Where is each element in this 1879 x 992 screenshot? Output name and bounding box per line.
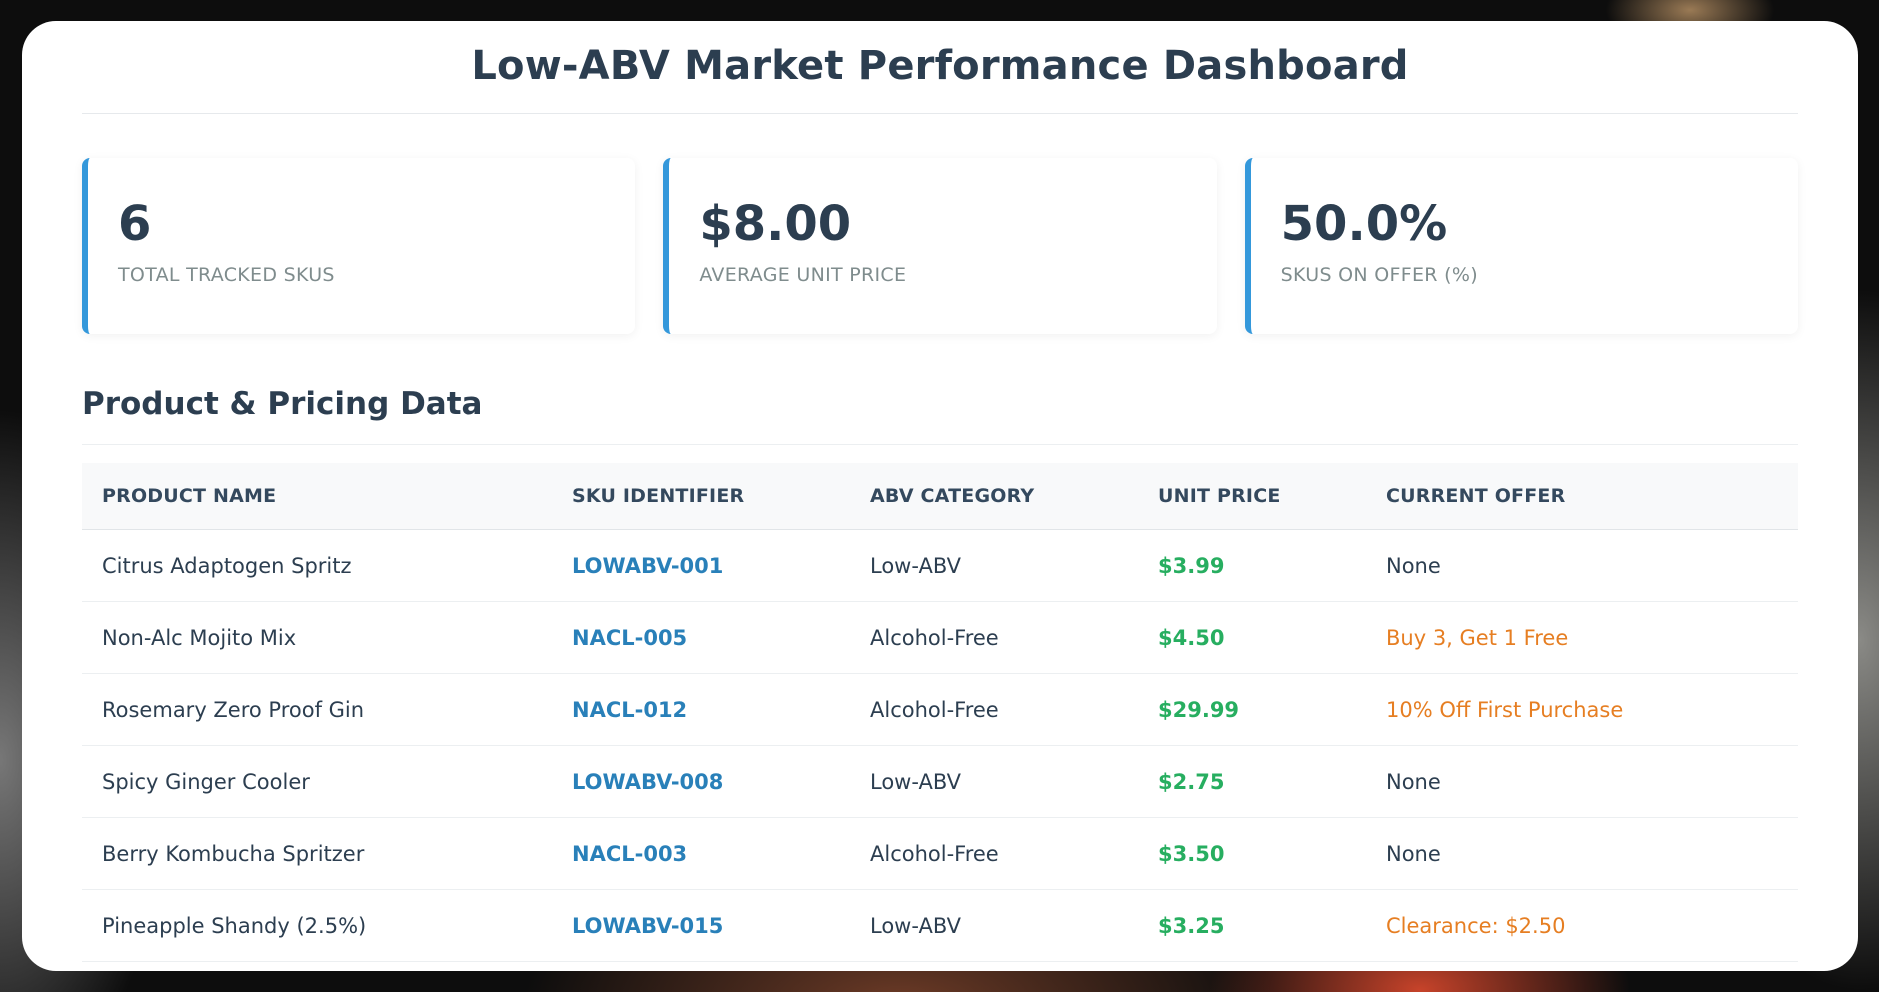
product-pricing-table: PRODUCT NAME SKU IDENTIFIER ABV CATEGORY…: [82, 463, 1798, 962]
column-header-unit-price[interactable]: UNIT PRICE: [1138, 463, 1366, 530]
stat-label: TOTAL TRACKED SKUS: [118, 264, 335, 286]
cell-current-offer: Clearance: $2.50: [1366, 889, 1798, 962]
cell-unit-price: $29.99: [1138, 673, 1366, 746]
cell-current-offer: None: [1366, 745, 1798, 818]
stat-card-total-skus: 6 TOTAL TRACKED SKUS: [82, 158, 636, 334]
cell-product-name: Berry Kombucha Spritzer: [82, 817, 552, 890]
cell-abv-category: Alcohol-Free: [850, 673, 1138, 746]
stat-card-skus-on-offer: 50.0% SKUS ON OFFER (%): [1244, 158, 1798, 334]
cell-product-name: Rosemary Zero Proof Gin: [82, 673, 552, 746]
cell-sku[interactable]: NACL-003: [552, 817, 850, 890]
cell-sku[interactable]: NACL-012: [552, 673, 850, 746]
cell-product-name: Non-Alc Mojito Mix: [82, 601, 552, 674]
section-title: Product & Pricing Data: [82, 386, 483, 422]
stat-label: AVERAGE UNIT PRICE: [699, 264, 907, 286]
cell-current-offer: Buy 3, Get 1 Free: [1366, 601, 1798, 674]
title-divider: [82, 113, 1798, 114]
table-row[interactable]: Pineapple Shandy (2.5%) LOWABV-015 Low-A…: [82, 889, 1798, 962]
column-header-sku[interactable]: SKU IDENTIFIER: [552, 463, 850, 530]
stat-label: SKUS ON OFFER (%): [1280, 264, 1478, 286]
cell-sku[interactable]: LOWABV-001: [552, 529, 850, 602]
column-header-product-name[interactable]: PRODUCT NAME: [82, 463, 552, 530]
cell-unit-price: $3.25: [1138, 889, 1366, 962]
cell-sku[interactable]: LOWABV-015: [552, 889, 850, 962]
cell-current-offer: None: [1366, 529, 1798, 602]
cell-current-offer: None: [1366, 817, 1798, 890]
column-header-abv-category[interactable]: ABV CATEGORY: [850, 463, 1138, 530]
table-row[interactable]: Spicy Ginger Cooler LOWABV-008 Low-ABV $…: [82, 745, 1798, 818]
table-row[interactable]: Citrus Adaptogen Spritz LOWABV-001 Low-A…: [82, 529, 1798, 602]
cell-product-name: Pineapple Shandy (2.5%): [82, 889, 552, 962]
cell-product-name: Citrus Adaptogen Spritz: [82, 529, 552, 602]
table-row[interactable]: Non-Alc Mojito Mix NACL-005 Alcohol-Free…: [82, 601, 1798, 674]
stat-value: 6: [118, 196, 152, 252]
stat-card-average-price: $8.00 AVERAGE UNIT PRICE: [663, 158, 1217, 334]
table-header-row: PRODUCT NAME SKU IDENTIFIER ABV CATEGORY…: [82, 463, 1798, 530]
cell-current-offer: 10% Off First Purchase: [1366, 673, 1798, 746]
cell-abv-category: Low-ABV: [850, 745, 1138, 818]
page-title: Low-ABV Market Performance Dashboard: [471, 43, 1409, 89]
cell-sku[interactable]: NACL-005: [552, 601, 850, 674]
dashboard-card: Low-ABV Market Performance Dashboard 6 T…: [22, 21, 1858, 971]
table-row[interactable]: Berry Kombucha Spritzer NACL-003 Alcohol…: [82, 817, 1798, 890]
cell-product-name: Spicy Ginger Cooler: [82, 745, 552, 818]
section-divider: [82, 444, 1798, 445]
cell-unit-price: $3.99: [1138, 529, 1366, 602]
cell-abv-category: Low-ABV: [850, 529, 1138, 602]
cell-abv-category: Alcohol-Free: [850, 817, 1138, 890]
stat-value: 50.0%: [1280, 196, 1448, 252]
cell-abv-category: Low-ABV: [850, 889, 1138, 962]
stats-row: 6 TOTAL TRACKED SKUS $8.00 AVERAGE UNIT …: [82, 158, 1798, 334]
stat-value: $8.00: [699, 196, 852, 252]
cell-unit-price: $4.50: [1138, 601, 1366, 674]
table-row[interactable]: Rosemary Zero Proof Gin NACL-012 Alcohol…: [82, 673, 1798, 746]
cell-unit-price: $2.75: [1138, 745, 1366, 818]
cell-unit-price: $3.50: [1138, 817, 1366, 890]
cell-abv-category: Alcohol-Free: [850, 601, 1138, 674]
cell-sku[interactable]: LOWABV-008: [552, 745, 850, 818]
column-header-current-offer[interactable]: CURRENT OFFER: [1366, 463, 1798, 530]
